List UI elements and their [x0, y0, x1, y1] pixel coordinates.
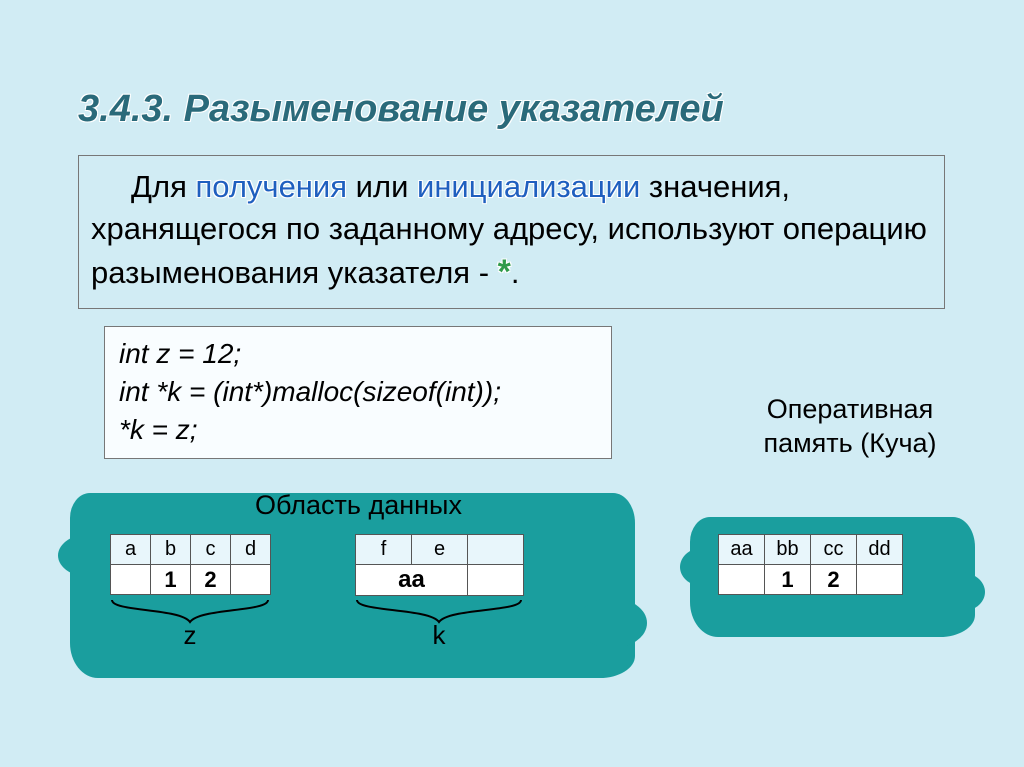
mem-cell: 1 — [765, 565, 811, 595]
mem-cell — [857, 565, 903, 595]
mem-cell: 2 — [811, 565, 857, 595]
code-line: int *k = (int*)malloc(sizeof(int)); — [119, 373, 597, 411]
code-line: int z = 12; — [119, 335, 597, 373]
brace-k: k — [355, 598, 523, 651]
description-box: Для получения или инициализации значения… — [78, 155, 945, 309]
mem-header: dd — [857, 535, 903, 565]
mem-cell — [719, 565, 765, 595]
mem-cell: 1 — [151, 565, 191, 595]
desc-highlight-2: инициализации — [417, 169, 640, 204]
memory-table-k: f e aa — [355, 534, 524, 596]
mem-header: f — [356, 535, 412, 565]
memory-table-heap: aa bb cc dd 1 2 — [718, 534, 903, 595]
heap-label-line: Оперативная — [730, 393, 970, 427]
code-line: *k = z; — [119, 411, 597, 449]
brace-label: z — [110, 620, 270, 651]
brace-z: z — [110, 598, 270, 651]
mem-cell: 2 — [191, 565, 231, 595]
mem-header: c — [191, 535, 231, 565]
desc-star: * — [498, 253, 511, 291]
slide-title: 3.4.3. Разыменование указателей — [78, 88, 724, 131]
mem-cell — [468, 565, 524, 596]
mem-header — [468, 535, 524, 565]
heap-label-line: память (Куча) — [730, 427, 970, 461]
mem-header: b — [151, 535, 191, 565]
mem-cell — [111, 565, 151, 595]
mem-header: e — [412, 535, 468, 565]
mem-cell — [231, 565, 271, 595]
mem-cell-pointer: aa — [356, 565, 468, 596]
brace-label: k — [355, 620, 523, 651]
memory-table-z: a b c d 1 2 — [110, 534, 271, 595]
heap-label: Оперативная память (Куча) — [730, 393, 970, 461]
desc-highlight-1: получения — [195, 169, 347, 204]
desc-text: или — [347, 169, 417, 204]
mem-header: a — [111, 535, 151, 565]
desc-text: Для — [131, 169, 195, 204]
mem-header: bb — [765, 535, 811, 565]
mem-header: aa — [719, 535, 765, 565]
code-box: int z = 12; int *k = (int*)malloc(sizeof… — [104, 326, 612, 459]
mem-header: cc — [811, 535, 857, 565]
mem-header: d — [231, 535, 271, 565]
desc-text: . — [511, 255, 520, 290]
data-region-label: Область данных — [255, 490, 462, 521]
